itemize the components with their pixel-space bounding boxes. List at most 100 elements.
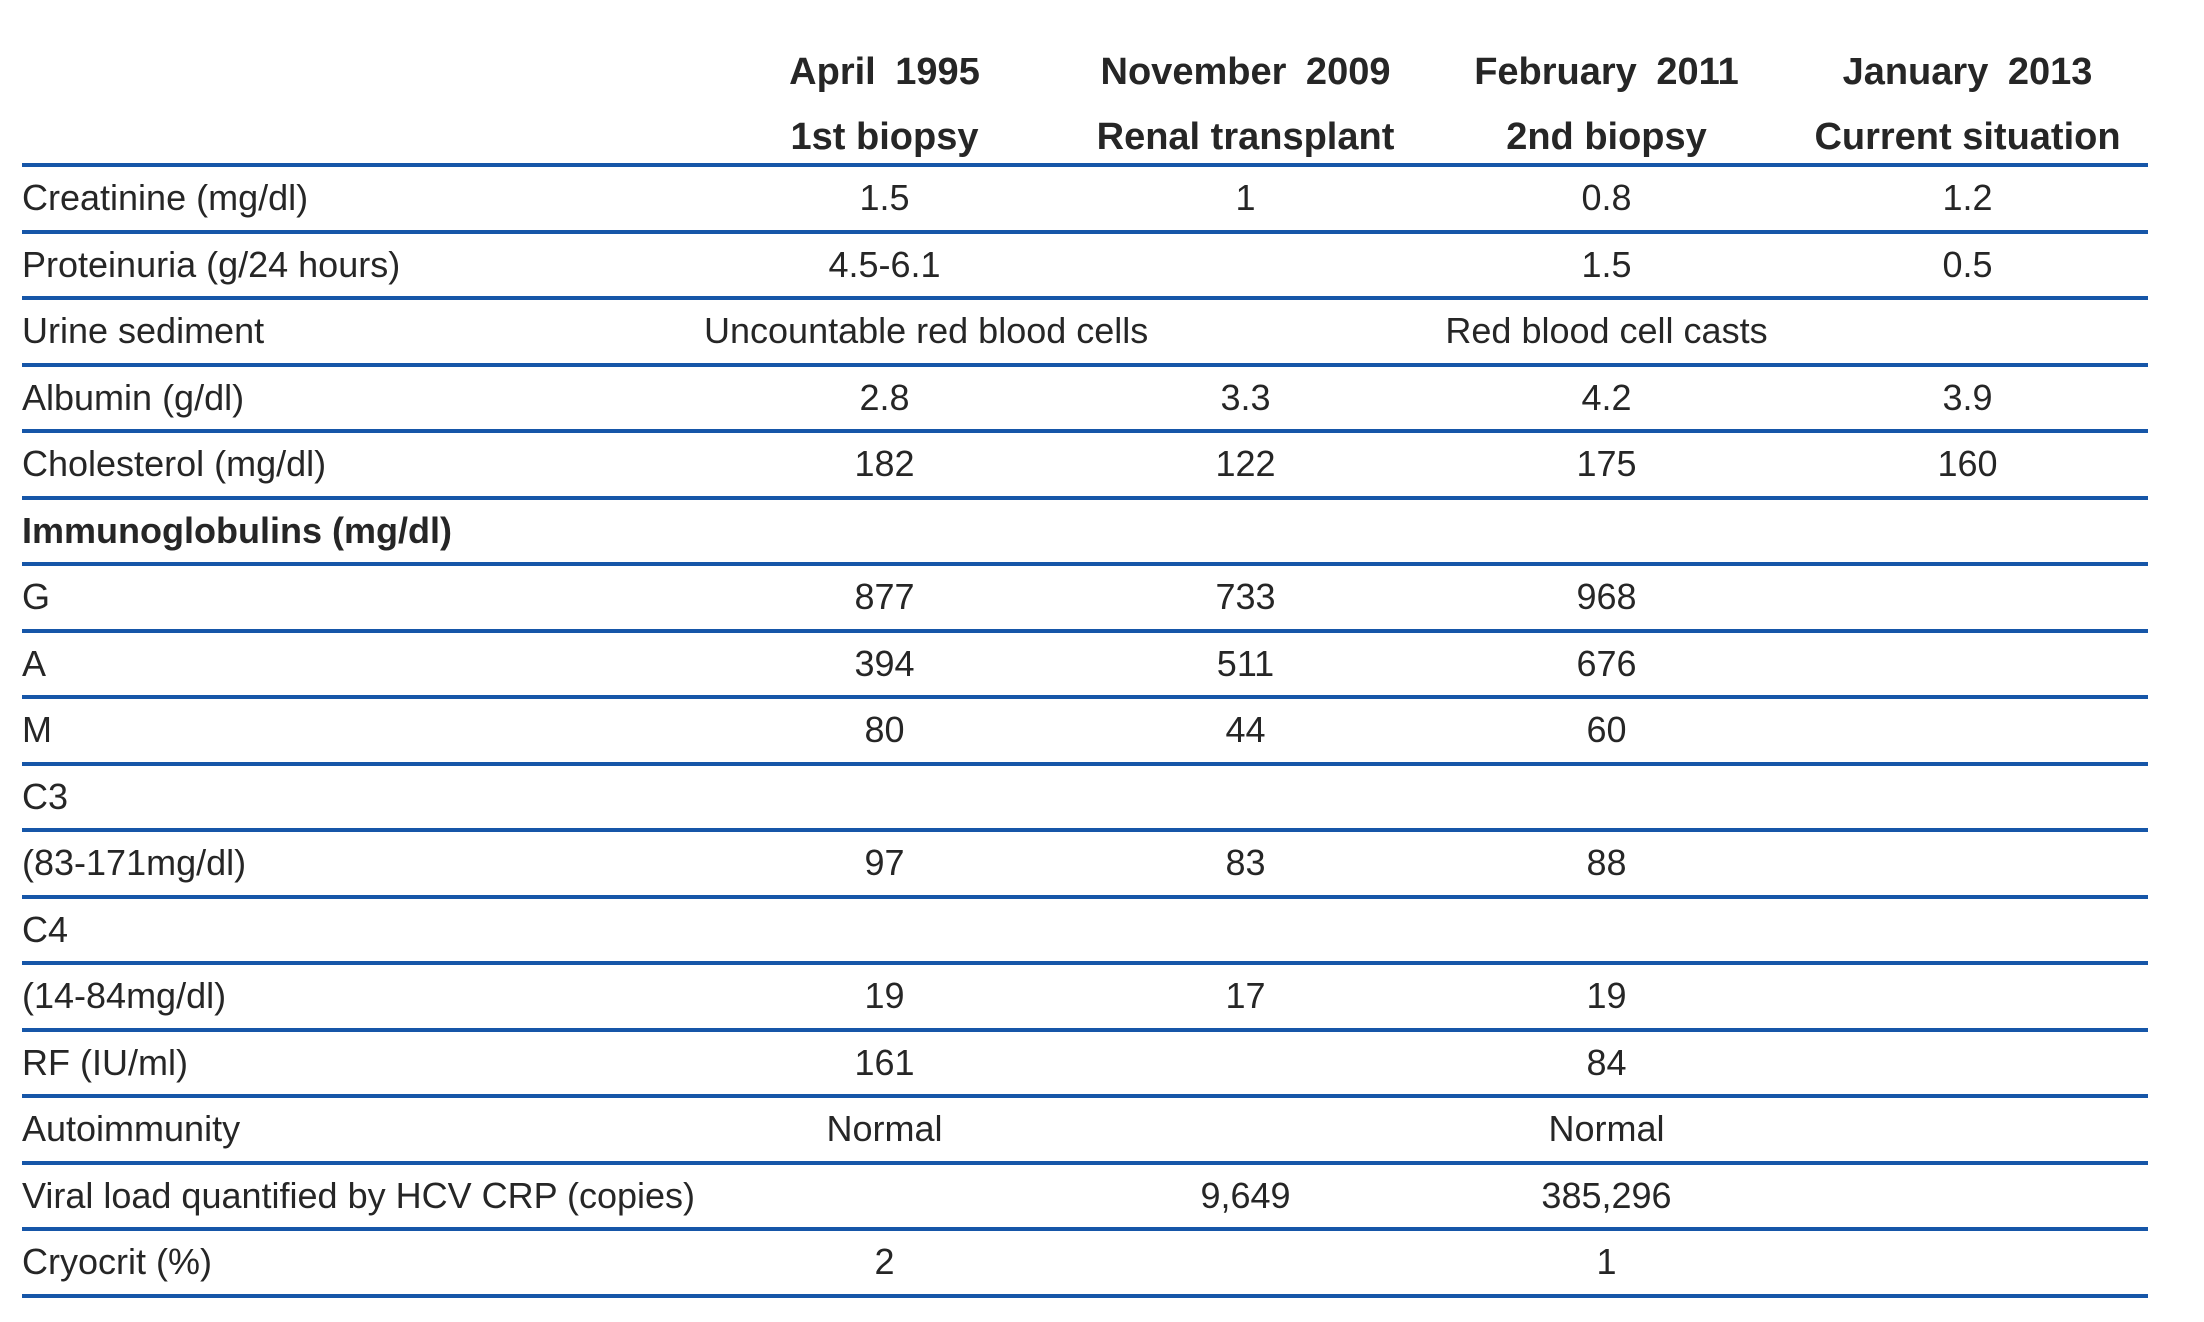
cell-value: 60: [1426, 697, 1787, 766]
cell-value: 161: [704, 1029, 1065, 1098]
cell-value: 175: [1426, 431, 1787, 500]
cell-value: 17: [1065, 963, 1426, 1032]
table-row: Creatinine (mg/dl) 1.5 1 0.8 1.2: [22, 165, 2148, 234]
cell-value-text: Uncountable red blood cells: [704, 310, 1149, 352]
header-row: April 1995 1st biopsy November 2009 Renal t…: [22, 0, 2148, 167]
row-label: Urine sediment: [22, 298, 704, 367]
cell-value-text: 394: [854, 642, 915, 684]
cell-value-text: 182: [854, 443, 915, 485]
table-row: Immunoglobulins (mg/dl): [22, 497, 2148, 566]
cell-value-text: 4.2: [1581, 376, 1632, 418]
column-date: April 1995: [789, 51, 980, 93]
cell-value-text: 0.5: [1942, 243, 1993, 285]
row-label: M: [22, 697, 704, 766]
cell-value: [1787, 1229, 2148, 1298]
cell-value: [1065, 497, 1426, 566]
column-subtitle: 1st biopsy: [790, 116, 979, 158]
column-header: February 2011 2nd biopsy: [1426, 0, 1787, 167]
cell-value: 122: [1065, 431, 1426, 500]
cell-value: [1787, 298, 2148, 367]
cell-value-text: 2.8: [859, 376, 910, 418]
row-label: Creatinine (mg/dl): [22, 165, 704, 234]
cell-value: 160: [1787, 431, 2148, 500]
column-header: January 2013 Current situation: [1787, 0, 2148, 167]
cell-value-text: 0.8: [1581, 177, 1632, 219]
column-date: February 2011: [1474, 51, 1739, 93]
table-header: April 1995 1st biopsy November 2009 Renal t…: [22, 0, 2148, 167]
cell-value: 676: [1426, 630, 1787, 699]
cell-value: 2: [704, 1229, 1065, 1298]
table-body: Creatinine (mg/dl) 1.5 1 0.8 1.2 Proteinuria …: [22, 165, 2148, 1298]
cell-value: 97: [704, 830, 1065, 899]
cell-value-text: 2: [874, 1241, 895, 1283]
column-subtitle: Renal transplant: [1096, 116, 1395, 158]
cell-value: [1065, 1229, 1426, 1298]
cell-value: Uncountable red blood cells: [704, 298, 1148, 367]
cell-value: [1787, 1029, 2148, 1098]
cell-value: [1787, 564, 2148, 633]
cell-value-text: 60: [1586, 709, 1627, 751]
row-label: Cholesterol (mg/dl): [22, 431, 704, 500]
cell-value-text: 88: [1586, 842, 1627, 884]
cell-value-text: 1.2: [1942, 177, 1993, 219]
table-row: G 877 733 968: [22, 564, 2148, 633]
cell-value-text: 80: [864, 709, 905, 751]
table-row: Cholesterol (mg/dl) 182 122 175 160: [22, 431, 2148, 500]
cell-value-text: 44: [1225, 709, 1266, 751]
cell-value-text: 19: [1586, 975, 1627, 1017]
cell-value: 1: [1426, 1229, 1787, 1298]
cell-value: 1.5: [1426, 231, 1787, 300]
cell-value: 44: [1065, 697, 1426, 766]
cell-value: [704, 896, 1065, 965]
cell-value: Normal: [1426, 1096, 1787, 1165]
cell-value: Normal: [704, 1096, 1065, 1165]
cell-value: [1426, 497, 1787, 566]
cell-value-text: 175: [1576, 443, 1637, 485]
cell-value: 9,649: [1065, 1162, 1426, 1231]
table-row: C3: [22, 763, 2148, 832]
cell-value-text: 84: [1586, 1041, 1627, 1083]
cell-value: 88: [1426, 830, 1787, 899]
table-row: C4: [22, 896, 2148, 965]
cell-value: [1787, 630, 2148, 699]
cell-value-text: 1: [1596, 1241, 1617, 1283]
cell-value-text: 161: [854, 1041, 915, 1083]
table-row: (83-171mg/dl) 97 83 88: [22, 830, 2148, 899]
table-row: Autoimmunity Normal Normal: [22, 1096, 2148, 1165]
cell-value: 19: [1426, 963, 1787, 1032]
cell-value-text: Normal: [826, 1108, 943, 1150]
cell-value: [704, 497, 1065, 566]
row-label: Immunoglobulins (mg/dl): [22, 497, 704, 566]
cell-value: 83: [1065, 830, 1426, 899]
cell-value: 19: [704, 963, 1065, 1032]
cell-value: 4.2: [1426, 364, 1787, 433]
cell-value-text: 19: [864, 975, 905, 1017]
table-row: (14-84mg/dl) 19 17 19: [22, 963, 2148, 1032]
cell-value: [1065, 896, 1426, 965]
lab-results-table: April 1995 1st biopsy November 2009 Renal t…: [22, 0, 2148, 1298]
cell-value: 1.5: [704, 165, 1065, 234]
cell-value: 733: [1065, 564, 1426, 633]
cell-value: [1787, 963, 2148, 1032]
cell-value: [704, 1162, 1065, 1231]
cell-value: 1: [1065, 165, 1426, 234]
table-row: Cryocrit (%) 2 1: [22, 1229, 2148, 1298]
cell-value: 394: [704, 630, 1065, 699]
row-label: C4: [22, 896, 704, 965]
cell-value: 385,296: [1426, 1162, 1787, 1231]
cell-value: [1426, 763, 1787, 832]
row-label: A: [22, 630, 704, 699]
cell-value: [1787, 1162, 2148, 1231]
cell-value-text: 1.5: [1581, 243, 1632, 285]
cell-value: 3.3: [1065, 364, 1426, 433]
row-label: Proteinuria (g/24 hours): [22, 231, 704, 300]
cell-value: [1787, 697, 2148, 766]
cell-value-text: 160: [1937, 443, 1998, 485]
cell-value-text: 1: [1235, 177, 1256, 219]
table-row: Urine sediment Uncountable red blood cell…: [22, 298, 2148, 367]
cell-value: 3.9: [1787, 364, 2148, 433]
cell-value: 4.5-6.1: [704, 231, 1065, 300]
row-label: Albumin (g/dl): [22, 364, 704, 433]
cell-value-text: 3.3: [1220, 376, 1271, 418]
